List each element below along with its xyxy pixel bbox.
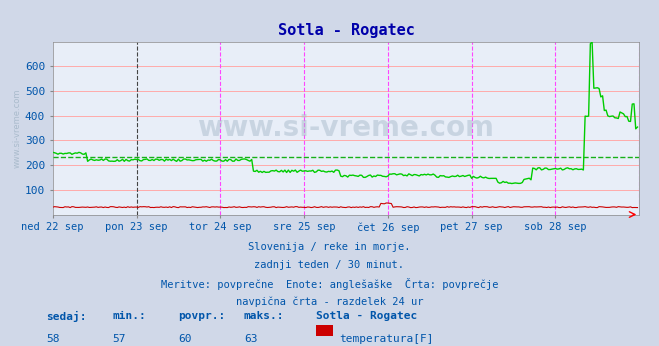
Y-axis label: www.si-vreme.com: www.si-vreme.com [13, 88, 22, 168]
Text: 60: 60 [178, 334, 191, 344]
Text: temperatura[F]: temperatura[F] [339, 334, 434, 344]
Text: www.si-vreme.com: www.si-vreme.com [198, 114, 494, 142]
Title: Sotla - Rogatec: Sotla - Rogatec [277, 22, 415, 38]
Text: 63: 63 [244, 334, 257, 344]
Text: 58: 58 [46, 334, 59, 344]
Text: maks.:: maks.: [244, 311, 284, 321]
Text: sedaj:: sedaj: [46, 311, 86, 322]
Text: povpr.:: povpr.: [178, 311, 225, 321]
Text: navpična črta - razdelek 24 ur: navpična črta - razdelek 24 ur [236, 296, 423, 307]
Text: Slovenija / reke in morje.: Slovenija / reke in morje. [248, 242, 411, 252]
Text: Sotla - Rogatec: Sotla - Rogatec [316, 311, 418, 321]
Text: 57: 57 [112, 334, 125, 344]
Text: min.:: min.: [112, 311, 146, 321]
Text: Meritve: povprečne  Enote: anglešaške  Črta: povprečje: Meritve: povprečne Enote: anglešaške Črt… [161, 278, 498, 290]
Text: zadnji teden / 30 minut.: zadnji teden / 30 minut. [254, 260, 405, 270]
